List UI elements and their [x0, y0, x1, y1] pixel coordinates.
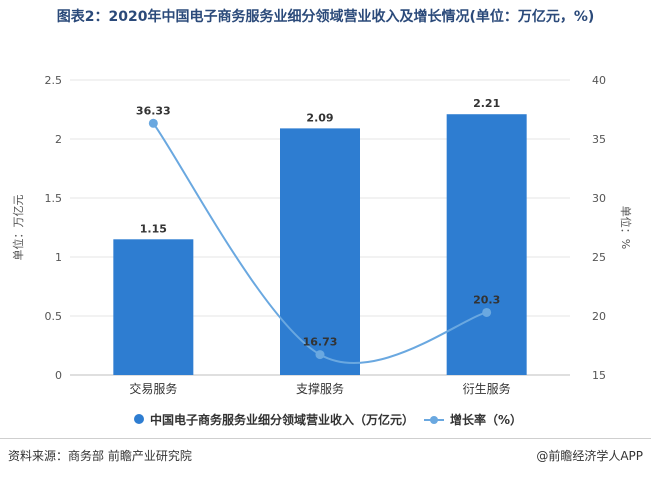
legend-bar-swatch — [134, 414, 144, 424]
legend-line-swatch — [424, 416, 444, 424]
x-tick-label: 支撑服务 — [296, 381, 344, 396]
y-tick-label: 1.5 — [45, 192, 63, 205]
growth-line — [152, 122, 487, 364]
legend-item-revenue: 中国电子商务服务业细分领域营业收入（万亿元） — [134, 411, 415, 428]
bar — [280, 128, 360, 375]
growth-point — [482, 307, 492, 317]
legend-item-growth: 增长率（%） — [424, 411, 523, 428]
y-tick-label: 1 — [55, 251, 62, 264]
bar-data-label: 2.09 — [306, 111, 333, 124]
bar — [113, 239, 194, 375]
y2-tick-label: 25 — [592, 251, 606, 264]
footer-divider — [0, 438, 651, 439]
bar — [446, 114, 527, 375]
growth-data-label: 36.33 — [136, 104, 171, 117]
bar-data-label: 2.21 — [473, 97, 500, 110]
growth-point — [148, 118, 158, 128]
brand-credit: @前瞻经济学人APP — [536, 449, 643, 463]
growth-point — [315, 350, 325, 360]
y2-tick-label: 40 — [592, 74, 606, 87]
y2-tick-label: 35 — [592, 133, 606, 146]
growth-data-label: 20.3 — [473, 293, 500, 306]
y2-tick-label: 15 — [592, 369, 606, 382]
source-note: 资料来源：商务部 前瞻产业研究院 — [8, 449, 192, 463]
y2-tick-label: 30 — [592, 192, 606, 205]
chart-title: 图表2：2020年中国电子商务服务业细分领域营业收入及增长情况(单位：万亿元，%… — [56, 9, 595, 25]
chart-canvas: 0 0.5 1 1.5 2 2.5 15 20 25 30 35 40 单位：万亿元 单位：% 1.15 2.… — [11, 74, 633, 396]
y-tick-label: 0 — [55, 369, 62, 382]
y-axis-title: 单位：万亿元 — [11, 195, 25, 261]
growth-data-label: 16.73 — [303, 336, 338, 349]
y-tick-label: 0.5 — [45, 310, 63, 323]
y-tick-label: 2.5 — [45, 74, 63, 87]
legend-label-growth: 增长率（%） — [450, 413, 523, 427]
bar-data-label: 1.15 — [140, 222, 167, 235]
y-tick-label: 2 — [55, 133, 62, 146]
y2-tick-label: 20 — [592, 310, 606, 323]
x-tick-label: 交易服务 — [129, 381, 177, 396]
legend-label-revenue: 中国电子商务服务业细分领域营业收入（万亿元） — [150, 413, 415, 427]
y2-axis-title: 单位：% — [619, 206, 633, 249]
x-tick-label: 衍生服务 — [463, 381, 511, 396]
